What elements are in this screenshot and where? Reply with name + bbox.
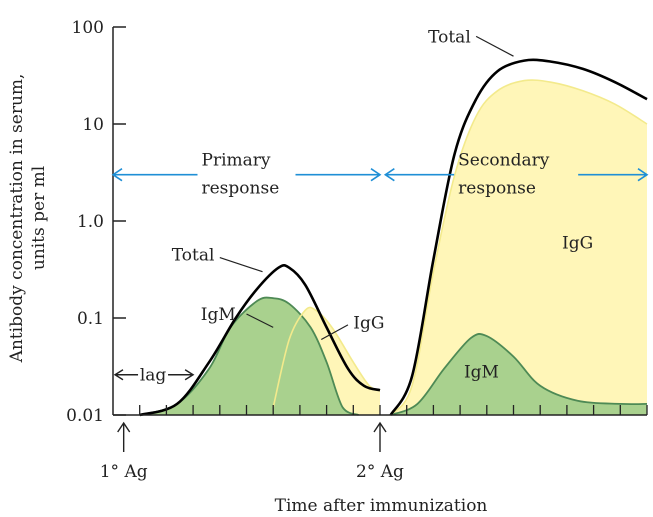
annotations: Primary response Secondary response lag [111, 151, 649, 386]
primary-label-line-2: response [202, 179, 280, 199]
antigen-arrow-head-2 [373, 421, 387, 433]
x-axis-label: Time after immunization [275, 496, 488, 516]
antigen-label-2: 2° Ag [356, 462, 404, 482]
series-label-igm: IgM [201, 305, 236, 325]
leader-line [475, 35, 514, 57]
series-labels: IgM IgG Total Total IgG IgM [172, 27, 593, 382]
leader-line [320, 324, 349, 341]
lag-arrow-head-right [184, 369, 195, 381]
secondary-arrow-head-right [637, 168, 649, 182]
series-label-igg: IgG [562, 234, 593, 254]
antigen-label-1: 1° Ag [100, 462, 148, 482]
area-igm-secondary [390, 333, 647, 415]
series-label-igm: IgM [464, 363, 499, 383]
y-tick-label: 0.01 [66, 406, 104, 426]
primary-label-line-1: Primary [202, 151, 271, 171]
line-total-secondary [389, 58, 648, 416]
series-label-total: Total [172, 246, 215, 266]
line-igg-secondary [390, 79, 648, 416]
y-tick-label: 1.0 [77, 212, 104, 232]
leader-line [219, 256, 263, 273]
leader-line [246, 313, 274, 328]
x-axis-ticks [139, 405, 648, 415]
y-tick-label: 0.1 [77, 309, 104, 329]
area-igm-primary [139, 297, 359, 415]
line-total-primary [139, 264, 381, 417]
y-axis-label-line-1: Antibody concentration in serum, [7, 74, 27, 364]
line-igm-primary [139, 296, 360, 416]
y-axis-label-line-2: units per ml [29, 166, 49, 270]
y-axis-ticks: 100 10 1.0 0.1 0.01 [66, 18, 126, 426]
lag-label: lag [140, 366, 167, 386]
primary-arrow-head-left [111, 168, 123, 182]
primary-arrow-head-right [370, 168, 382, 182]
y-tick-label: 10 [82, 115, 104, 135]
area-igg-secondary [390, 80, 647, 415]
lag-arrow-head-left [113, 369, 124, 381]
secondary-label-line-2: response [458, 179, 536, 199]
antigen-arrow-head-1 [117, 421, 131, 433]
plot-lines [139, 58, 648, 417]
event-markers: 1° Ag 2° Ag [100, 421, 404, 482]
secondary-arrow-head-left [383, 168, 395, 182]
plot-areas [139, 80, 647, 415]
y-tick-label: 100 [72, 18, 104, 38]
series-label-total: Total [428, 27, 471, 47]
series-label-igg: IgG [353, 313, 384, 333]
line-igm-secondary [390, 333, 648, 416]
secondary-label-line-1: Secondary [458, 151, 550, 171]
